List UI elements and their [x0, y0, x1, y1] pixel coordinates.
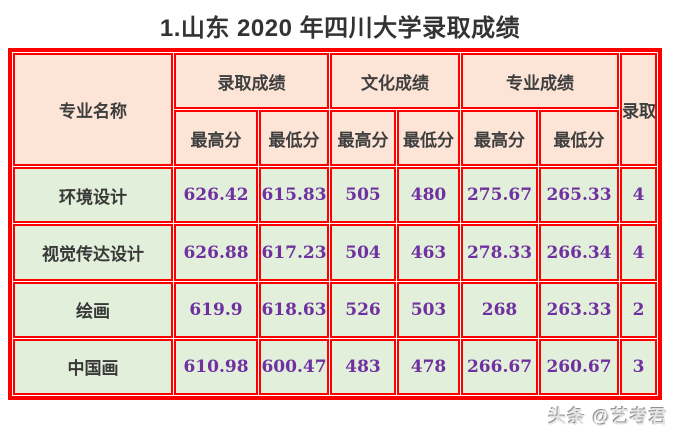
header-group-professional-score: 专业成绩	[461, 53, 619, 110]
table-row: 中国画 610.98 600.47 483 478 266.67 260.67 …	[13, 338, 657, 395]
value-cell: 266.34	[539, 224, 619, 281]
header-major: 专业名称	[13, 53, 173, 167]
value-cell: 278.33	[461, 224, 538, 281]
value-cell: 505	[330, 167, 396, 224]
value-cell: 600.47	[259, 338, 329, 395]
header-culture-min: 最低分	[397, 110, 460, 167]
header-professional-max: 最高分	[461, 110, 538, 167]
major-name: 绘画	[13, 281, 173, 338]
value-cell: 263.33	[539, 281, 619, 338]
value-cell: 503	[397, 281, 460, 338]
header-admitted-count: 录取	[620, 53, 657, 167]
value-cell: 265.33	[539, 167, 619, 224]
value-cell: 463	[397, 224, 460, 281]
header-group-row: 专业名称 录取成绩 文化成绩 专业成绩 录取	[13, 53, 657, 167]
header-group-culture-score: 文化成绩	[330, 53, 460, 110]
table-row: 视觉传达设计 626.88 617.23 504 463 278.33 266.…	[13, 224, 657, 281]
table-row: 绘画 619.9 618.63 526 503 268 263.33 2	[13, 281, 657, 338]
value-cell: 478	[397, 338, 460, 395]
admission-scores-table: 专业名称 录取成绩 文化成绩 专业成绩 录取 最高分 最低分 最高分 最低分 最…	[8, 48, 662, 400]
value-cell: 618.63	[259, 281, 329, 338]
value-cell: 504	[330, 224, 396, 281]
value-cell: 626.42	[174, 167, 258, 224]
major-name: 中国画	[13, 338, 173, 395]
header-group-admission-score: 录取成绩	[174, 53, 329, 110]
value-cell: 260.67	[539, 338, 619, 395]
header-sub-row: 最高分 最低分 最高分 最低分 最高分 最低分	[13, 110, 657, 167]
major-name: 环境设计	[13, 167, 173, 224]
table-row: 环境设计 626.42 615.83 505 480 275.67 265.33…	[13, 167, 657, 224]
admitted-count-cell: 4	[620, 167, 657, 224]
header-professional-min: 最低分	[539, 110, 619, 167]
admitted-count-cell: 2	[620, 281, 657, 338]
admitted-count-cell: 3	[620, 338, 657, 395]
value-cell: 268	[461, 281, 538, 338]
value-cell: 617.23	[259, 224, 329, 281]
watermark-toutiao-yikaojun: 头条 @艺考君	[548, 407, 668, 427]
scores-table: 专业名称 录取成绩 文化成绩 专业成绩 录取 最高分 最低分 最高分 最低分 最…	[12, 52, 658, 396]
header-admission-min: 最低分	[259, 110, 329, 167]
page-title: 1.山东 2020 年四川大学录取成绩	[159, 15, 521, 42]
admitted-count-cell: 4	[620, 224, 657, 281]
value-cell: 480	[397, 167, 460, 224]
value-cell: 526	[330, 281, 396, 338]
value-cell: 615.83	[259, 167, 329, 224]
value-cell: 619.9	[174, 281, 258, 338]
header-culture-max: 最高分	[330, 110, 396, 167]
major-name: 视觉传达设计	[13, 224, 173, 281]
value-cell: 610.98	[174, 338, 258, 395]
value-cell: 266.67	[461, 338, 538, 395]
header-admission-max: 最高分	[174, 110, 258, 167]
value-cell: 483	[330, 338, 396, 395]
value-cell: 626.88	[174, 224, 258, 281]
value-cell: 275.67	[461, 167, 538, 224]
